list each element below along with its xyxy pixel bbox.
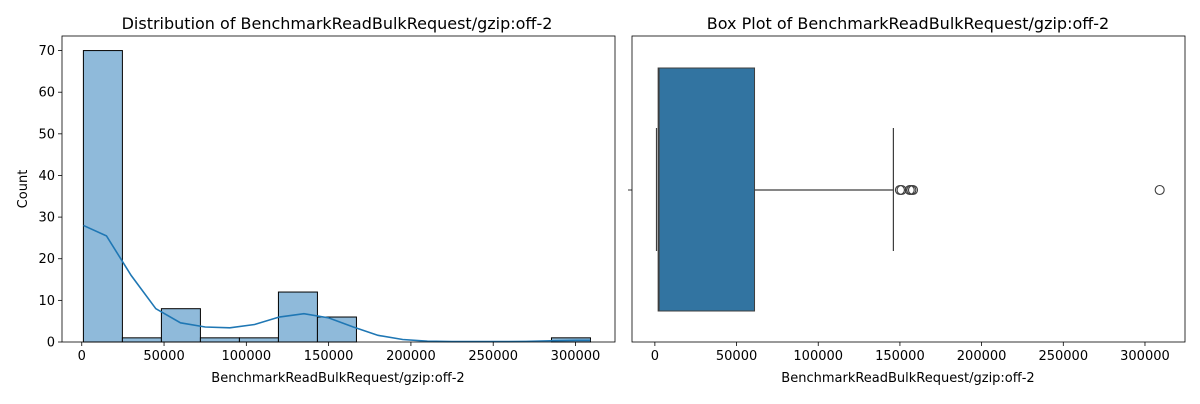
x-tick-label: 100000 xyxy=(793,349,843,364)
histogram-bar xyxy=(82,50,123,343)
x-tick-label: 300000 xyxy=(1120,349,1170,364)
boxplot-title: Box Plot of BenchmarkReadBulkRequest/gzi… xyxy=(707,14,1109,33)
y-tick-label: 30 xyxy=(38,211,55,226)
x-tick-label: 250000 xyxy=(1038,349,1088,364)
histogram-x-label: BenchmarkReadBulkRequest/gzip:off-2 xyxy=(211,371,464,386)
histogram-panel: Distribution of BenchmarkReadBulkRequest… xyxy=(16,14,616,386)
boxplot-x-label: BenchmarkReadBulkRequest/gzip:off-2 xyxy=(781,371,1034,386)
y-tick-label: 0 xyxy=(47,336,55,351)
y-tick-label: 10 xyxy=(38,294,55,309)
x-tick-label: 200000 xyxy=(957,349,1007,364)
boxplot-panel: Box Plot of BenchmarkReadBulkRequest/gzi… xyxy=(628,14,1186,386)
boxplot-x-ticks: 0 50000 100000 150000 200000 250000 300000 xyxy=(651,342,1170,364)
y-tick-label: 70 xyxy=(38,44,55,59)
x-tick-label: 50000 xyxy=(716,349,757,364)
x-tick-label: 200000 xyxy=(386,349,436,364)
x-tick-label: 0 xyxy=(78,349,86,364)
histogram-bars xyxy=(82,50,591,343)
histogram-y-label: Count xyxy=(16,170,31,209)
y-tick-label: 20 xyxy=(38,252,55,267)
outlier-point xyxy=(1154,184,1165,196)
histogram-title: Distribution of BenchmarkReadBulkRequest… xyxy=(122,14,553,33)
boxplot-shapes xyxy=(655,67,1165,312)
x-tick-label: 300000 xyxy=(551,349,601,364)
x-tick-label: 0 xyxy=(651,349,659,364)
histogram-x-ticks: 0 50000 100000 150000 200000 250000 300000 xyxy=(78,342,601,364)
y-tick-label: 40 xyxy=(38,169,55,184)
x-tick-label: 100000 xyxy=(222,349,272,364)
histogram-bar xyxy=(199,337,240,343)
y-tick-label: 50 xyxy=(38,127,55,142)
x-tick-label: 150000 xyxy=(875,349,925,364)
box-iqr xyxy=(657,67,756,312)
y-tick-label: 60 xyxy=(38,86,55,101)
x-tick-label: 150000 xyxy=(304,349,354,364)
histogram-axes-frame xyxy=(61,35,616,343)
boxplot-axes-frame xyxy=(631,35,1186,343)
histogram-y-ticks: 0 10 20 30 40 50 60 70 xyxy=(38,44,62,351)
x-tick-label: 250000 xyxy=(468,349,518,364)
outlier-point xyxy=(896,184,907,196)
histogram-bar xyxy=(121,337,162,343)
x-tick-label: 50000 xyxy=(143,349,184,364)
histogram-bar xyxy=(238,337,279,343)
outlier-point xyxy=(907,184,919,196)
kde-curve xyxy=(83,224,591,343)
